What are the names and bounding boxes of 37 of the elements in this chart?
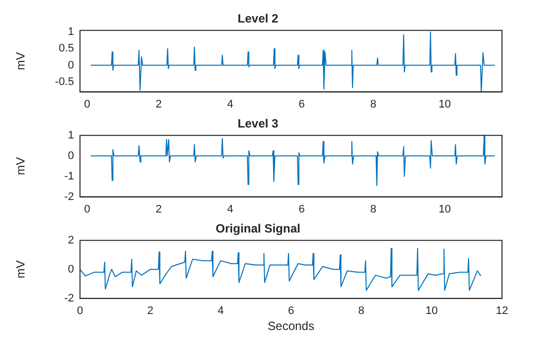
x-tick-label: 6 xyxy=(288,305,294,318)
x-axis-title: Seconds xyxy=(268,319,314,334)
y-tick-label: 2 xyxy=(68,234,74,246)
chart-title: Level 3 xyxy=(238,116,279,131)
y-tick-label: 0 xyxy=(68,150,74,162)
x-tick-label: 2 xyxy=(156,203,162,216)
x-tick-label: 0 xyxy=(84,203,90,216)
x-tick-label: 4 xyxy=(227,98,234,110)
x-tick-label: 6 xyxy=(298,203,305,216)
y-tick-label: 0 xyxy=(68,263,74,276)
x-tick-label: 4 xyxy=(218,305,224,318)
x-tick-label: 8 xyxy=(370,203,376,216)
x-tick-label: 2 xyxy=(156,98,162,110)
y-tick-label: 0.5 xyxy=(58,42,74,55)
y-axis-title: mV xyxy=(14,157,28,176)
x-tick-label: 10 xyxy=(438,203,451,216)
y-tick-label: -1 xyxy=(64,170,74,182)
x-tick-label: 2 xyxy=(147,305,154,318)
y-tick-label: 1 xyxy=(68,129,74,142)
x-tick-label: 4 xyxy=(227,203,234,216)
x-tick-label: 10 xyxy=(438,98,451,110)
y-axis-title: mV xyxy=(14,52,28,70)
y-tick-label: 0 xyxy=(68,59,74,72)
chart-title: Original Signal xyxy=(216,222,300,236)
x-tick-label: 6 xyxy=(298,98,305,110)
y-tick-label: 1 xyxy=(68,26,74,38)
y-tick-label: -2 xyxy=(64,190,74,203)
x-tick-label: 0 xyxy=(84,98,90,110)
x-tick-label: 0 xyxy=(76,305,84,318)
y-axis-title: mV xyxy=(14,260,28,278)
y-tick-label: -0.5 xyxy=(55,76,74,88)
x-tick-label: 12 xyxy=(496,305,508,318)
chart-title: Level 2 xyxy=(238,12,279,26)
x-tick-label: 8 xyxy=(370,98,376,110)
x-tick-label: 10 xyxy=(426,305,438,318)
y-tick-label: -2 xyxy=(64,292,74,304)
x-tick-label: 8 xyxy=(358,305,364,318)
